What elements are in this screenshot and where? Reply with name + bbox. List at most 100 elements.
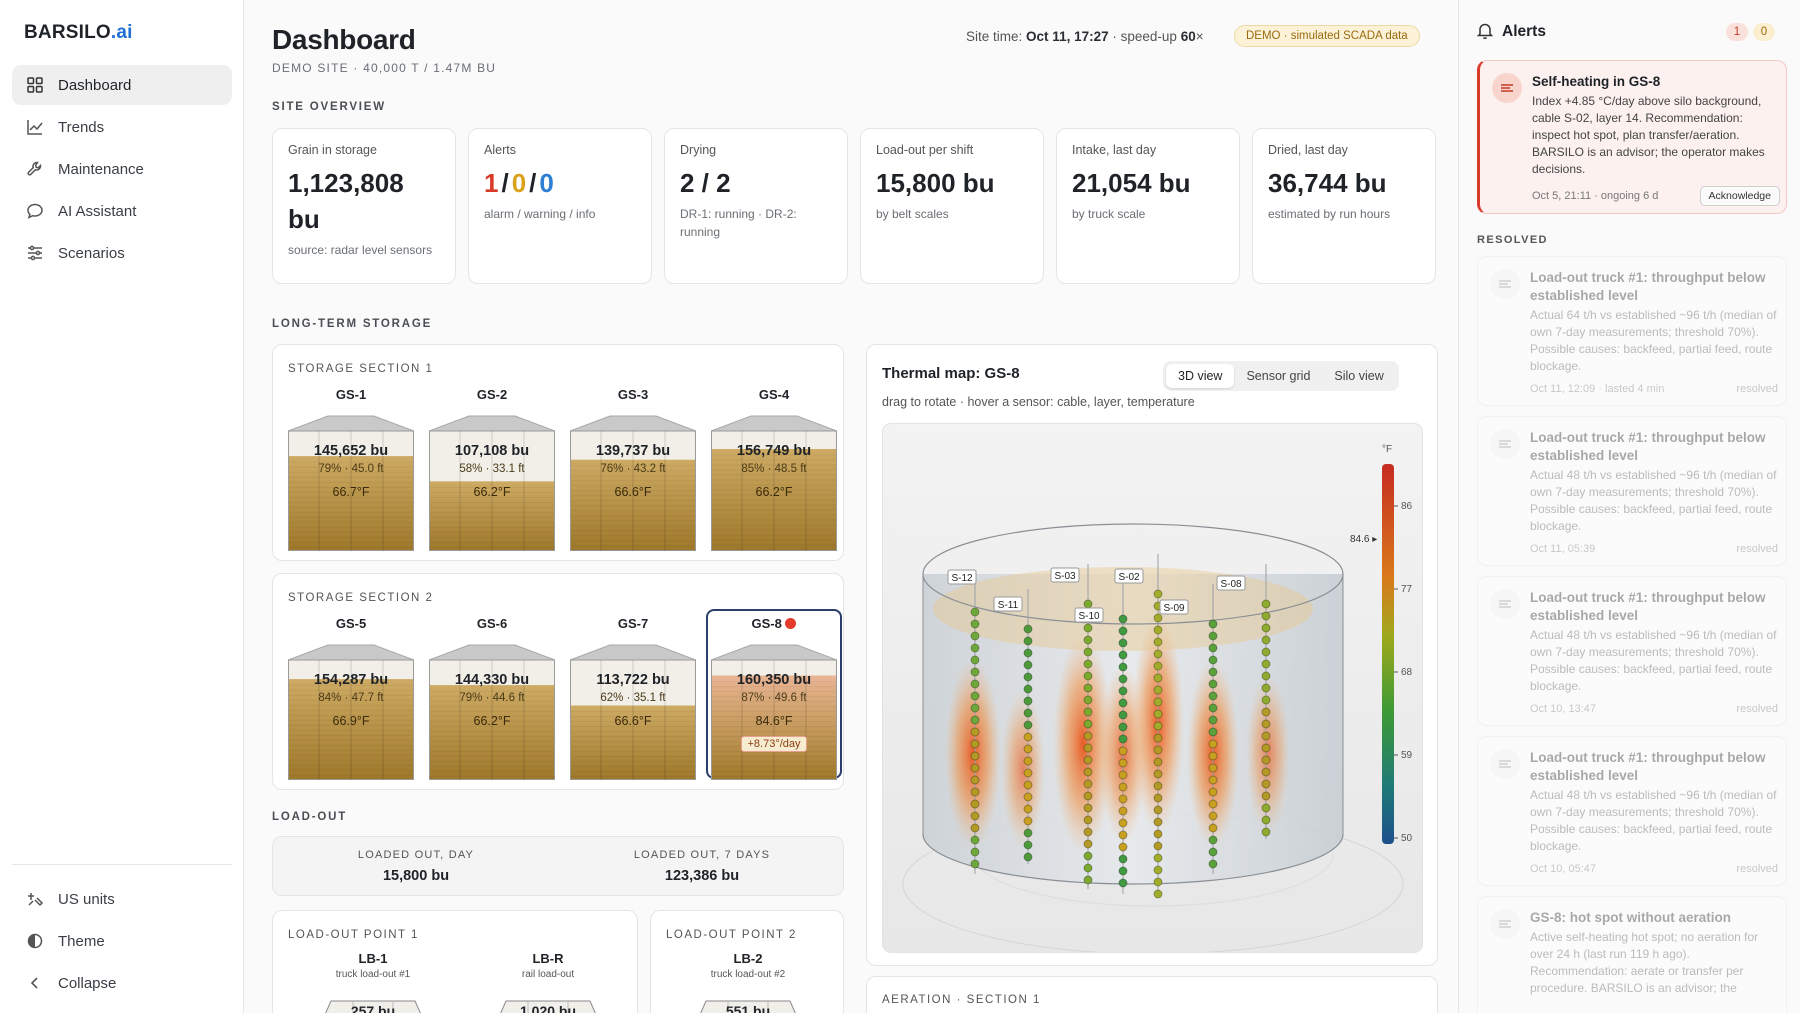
sensor-point[interactable] xyxy=(1261,791,1271,801)
sensor-point[interactable] xyxy=(970,823,980,833)
sensor-point[interactable] xyxy=(1118,746,1128,756)
sensor-point[interactable] xyxy=(1023,768,1033,778)
sensor-point[interactable] xyxy=(1208,619,1218,629)
sensor-point[interactable] xyxy=(1208,715,1218,725)
sensor-point[interactable] xyxy=(970,703,980,713)
sensor-point[interactable] xyxy=(1261,767,1271,777)
sensor-point[interactable] xyxy=(970,847,980,857)
cable-label[interactable]: S-12 xyxy=(947,569,977,585)
sensor-point[interactable] xyxy=(1153,637,1163,647)
sensor-point[interactable] xyxy=(1261,683,1271,693)
loadout-bin-lbr[interactable]: LB-R rail load-out 1,020 bu xyxy=(478,951,618,1013)
tab-3d-view[interactable]: 3D view xyxy=(1166,364,1235,388)
sensor-point[interactable] xyxy=(1153,745,1163,755)
sensor-point[interactable] xyxy=(1083,683,1093,693)
sensor-point[interactable] xyxy=(1153,697,1163,707)
sensor-point[interactable] xyxy=(1083,767,1093,777)
sensor-point[interactable] xyxy=(970,691,980,701)
sensor-point[interactable] xyxy=(1083,743,1093,753)
sensor-point[interactable] xyxy=(970,811,980,821)
sensor-point[interactable] xyxy=(1153,625,1163,635)
theme-toggle[interactable]: Theme xyxy=(12,921,232,961)
silo-gs-4[interactable]: GS-4 156,749 bu 85% · 48.5 ft 66.2°F xyxy=(710,387,838,557)
sensor-point[interactable] xyxy=(1153,781,1163,791)
sensor-point[interactable] xyxy=(1208,775,1218,785)
sensor-point[interactable] xyxy=(1118,722,1128,732)
sensor-point[interactable] xyxy=(1118,650,1128,660)
sensor-point[interactable] xyxy=(1083,839,1093,849)
sensor-point[interactable] xyxy=(970,835,980,845)
sensor-point[interactable] xyxy=(1208,667,1218,677)
silo-gs-3[interactable]: GS-3 139,737 bu 76% · 43.2 ft 66.6°F xyxy=(569,387,697,557)
sensor-point[interactable] xyxy=(1208,799,1218,809)
sensor-point[interactable] xyxy=(1023,660,1033,670)
sensor-point[interactable] xyxy=(1118,614,1128,624)
sensor-point[interactable] xyxy=(1261,743,1271,753)
sensor-point[interactable] xyxy=(1083,755,1093,765)
sensor-point[interactable] xyxy=(1208,859,1218,869)
sensor-point[interactable] xyxy=(1023,648,1033,658)
sensor-point[interactable] xyxy=(1208,691,1218,701)
sensor-point[interactable] xyxy=(1118,818,1128,828)
sensor-point[interactable] xyxy=(1083,659,1093,669)
sensor-point[interactable] xyxy=(970,667,980,677)
sensor-point[interactable] xyxy=(1083,827,1093,837)
sensor-point[interactable] xyxy=(970,619,980,629)
sensor-point[interactable] xyxy=(1261,755,1271,765)
sensor-point[interactable] xyxy=(1118,734,1128,744)
silo-gs-5[interactable]: GS-5 154,287 bu 84% · 47.7 ft 66.9°F xyxy=(287,616,415,786)
resolved-alert-card[interactable]: Load-out truck #1: throughput below esta… xyxy=(1477,576,1787,726)
sensor-point[interactable] xyxy=(970,655,980,665)
sensor-point[interactable] xyxy=(1208,787,1218,797)
sensor-point[interactable] xyxy=(970,631,980,641)
nav-item-ai-assistant[interactable]: AI Assistant xyxy=(12,191,232,231)
nav-item-trends[interactable]: Trends xyxy=(12,107,232,147)
sensor-point[interactable] xyxy=(1118,710,1128,720)
sensor-point[interactable] xyxy=(1023,636,1033,646)
kpi-alerts[interactable]: Alerts 1/0/0 alarm / warning / info xyxy=(468,128,652,284)
sensor-point[interactable] xyxy=(1083,671,1093,681)
sensor-point[interactable] xyxy=(1118,626,1128,636)
sensor-point[interactable] xyxy=(1118,842,1128,852)
silo-gs-8[interactable]: GS-8 160,350 bu 87% · 49.6 ft 84.6°F +8.… xyxy=(706,609,842,786)
sensor-point[interactable] xyxy=(1153,709,1163,719)
sensor-point[interactable] xyxy=(1118,854,1128,864)
sensor-point[interactable] xyxy=(1083,779,1093,789)
sensor-point[interactable] xyxy=(1118,638,1128,648)
sensor-point[interactable] xyxy=(1083,695,1093,705)
cable-label[interactable]: S-10 xyxy=(1074,607,1104,623)
sensor-point[interactable] xyxy=(1083,635,1093,645)
sensor-point[interactable] xyxy=(970,739,980,749)
sensor-point[interactable] xyxy=(970,727,980,737)
sensor-point[interactable] xyxy=(1023,708,1033,718)
sensor-point[interactable] xyxy=(1118,830,1128,840)
sensor-point[interactable] xyxy=(1208,811,1218,821)
cable-label[interactable]: S-03 xyxy=(1050,567,1080,583)
nav-item-dashboard[interactable]: Dashboard xyxy=(12,65,232,105)
sensor-point[interactable] xyxy=(1208,739,1218,749)
sensor-point[interactable] xyxy=(1261,707,1271,717)
sensor-point[interactable] xyxy=(1083,623,1093,633)
sensor-point[interactable] xyxy=(1261,827,1271,837)
sensor-point[interactable] xyxy=(970,607,980,617)
sensor-point[interactable] xyxy=(1023,816,1033,826)
sensor-point[interactable] xyxy=(1208,847,1218,857)
sensor-point[interactable] xyxy=(1153,721,1163,731)
sensor-point[interactable] xyxy=(970,799,980,809)
sensor-point[interactable] xyxy=(1153,589,1163,599)
sensor-point[interactable] xyxy=(1118,806,1128,816)
sensor-point[interactable] xyxy=(1261,611,1271,621)
sensor-point[interactable] xyxy=(970,715,980,725)
sensor-point[interactable] xyxy=(1153,769,1163,779)
sensor-point[interactable] xyxy=(1023,744,1033,754)
sensor-point[interactable] xyxy=(1118,794,1128,804)
sensor-point[interactable] xyxy=(1023,840,1033,850)
sensor-point[interactable] xyxy=(1118,662,1128,672)
sensor-point[interactable] xyxy=(1261,695,1271,705)
cable-label[interactable]: S-11 xyxy=(993,596,1023,612)
sensor-point[interactable] xyxy=(1153,733,1163,743)
sensor-point[interactable] xyxy=(1208,763,1218,773)
sensor-point[interactable] xyxy=(1153,889,1163,899)
sensor-point[interactable] xyxy=(1083,863,1093,873)
sensor-point[interactable] xyxy=(1153,829,1163,839)
